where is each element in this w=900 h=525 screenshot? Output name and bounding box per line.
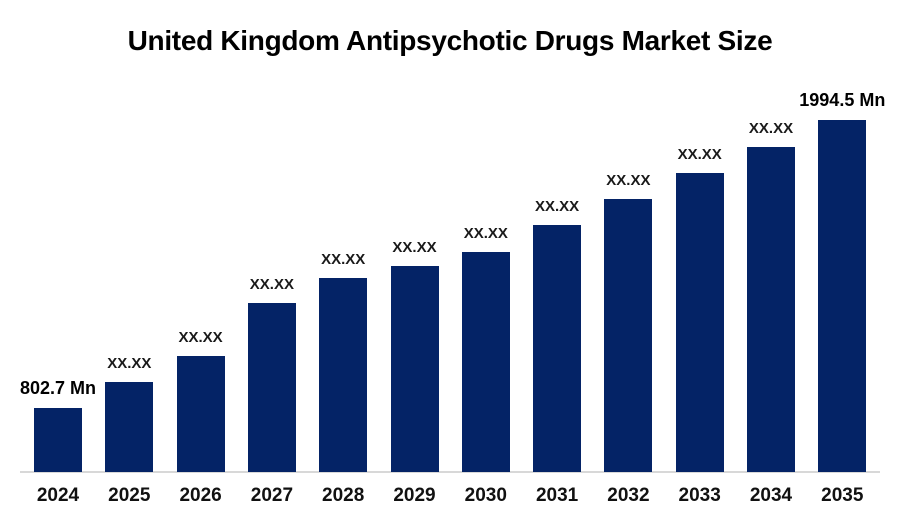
bar-2033 <box>675 173 724 472</box>
bar-value-label-2031: XX.XX <box>535 198 580 215</box>
bar-2028 <box>319 278 368 472</box>
bar-value-label-2030: XX.XX <box>463 225 508 242</box>
x-tick-2024: 2024 <box>36 485 80 506</box>
bar-value-label-2033: XX.XX <box>677 146 722 163</box>
x-tick-2027: 2027 <box>250 485 294 506</box>
chart-title: United Kingdom Antipsychotic Drugs Marke… <box>127 25 773 56</box>
x-tick-2035: 2035 <box>821 485 864 506</box>
bar-value-label-2025: XX.XX <box>107 355 152 372</box>
bar-2026 <box>176 356 225 472</box>
x-tick-2026: 2026 <box>179 485 222 506</box>
x-tick-2030: 2030 <box>464 485 507 506</box>
bar-2024 <box>34 408 82 472</box>
bar-value-label-2024: 802.7 Mn <box>19 378 97 398</box>
bar-value-label-2035: 1994.5 Mn <box>799 90 886 110</box>
x-tick-2034: 2034 <box>749 485 793 506</box>
bar-2027 <box>247 303 296 472</box>
bar-value-label-2027: XX.XX <box>249 276 294 293</box>
bar-value-label-2032: XX.XX <box>606 172 651 189</box>
bar-2032 <box>604 199 653 472</box>
bar-2025 <box>105 382 154 472</box>
x-tick-2032: 2032 <box>607 485 650 506</box>
bar-2034 <box>747 147 795 472</box>
x-tick-2025: 2025 <box>108 485 151 506</box>
bar-value-label-2029: XX.XX <box>392 239 437 256</box>
bar-2035 <box>818 120 867 472</box>
x-tick-2028: 2028 <box>322 485 365 506</box>
x-tick-2031: 2031 <box>535 485 579 506</box>
x-tick-2029: 2029 <box>393 485 436 506</box>
x-tick-2033: 2033 <box>678 485 721 506</box>
bar-2031 <box>533 225 582 472</box>
bar-value-label-2034: XX.XX <box>748 120 794 137</box>
bar-value-label-2026: XX.XX <box>178 329 223 346</box>
bar-value-label-2028: XX.XX <box>321 251 366 268</box>
bar-2029 <box>390 266 439 472</box>
bar-2030 <box>461 252 510 472</box>
x-axis-line <box>20 471 880 473</box>
